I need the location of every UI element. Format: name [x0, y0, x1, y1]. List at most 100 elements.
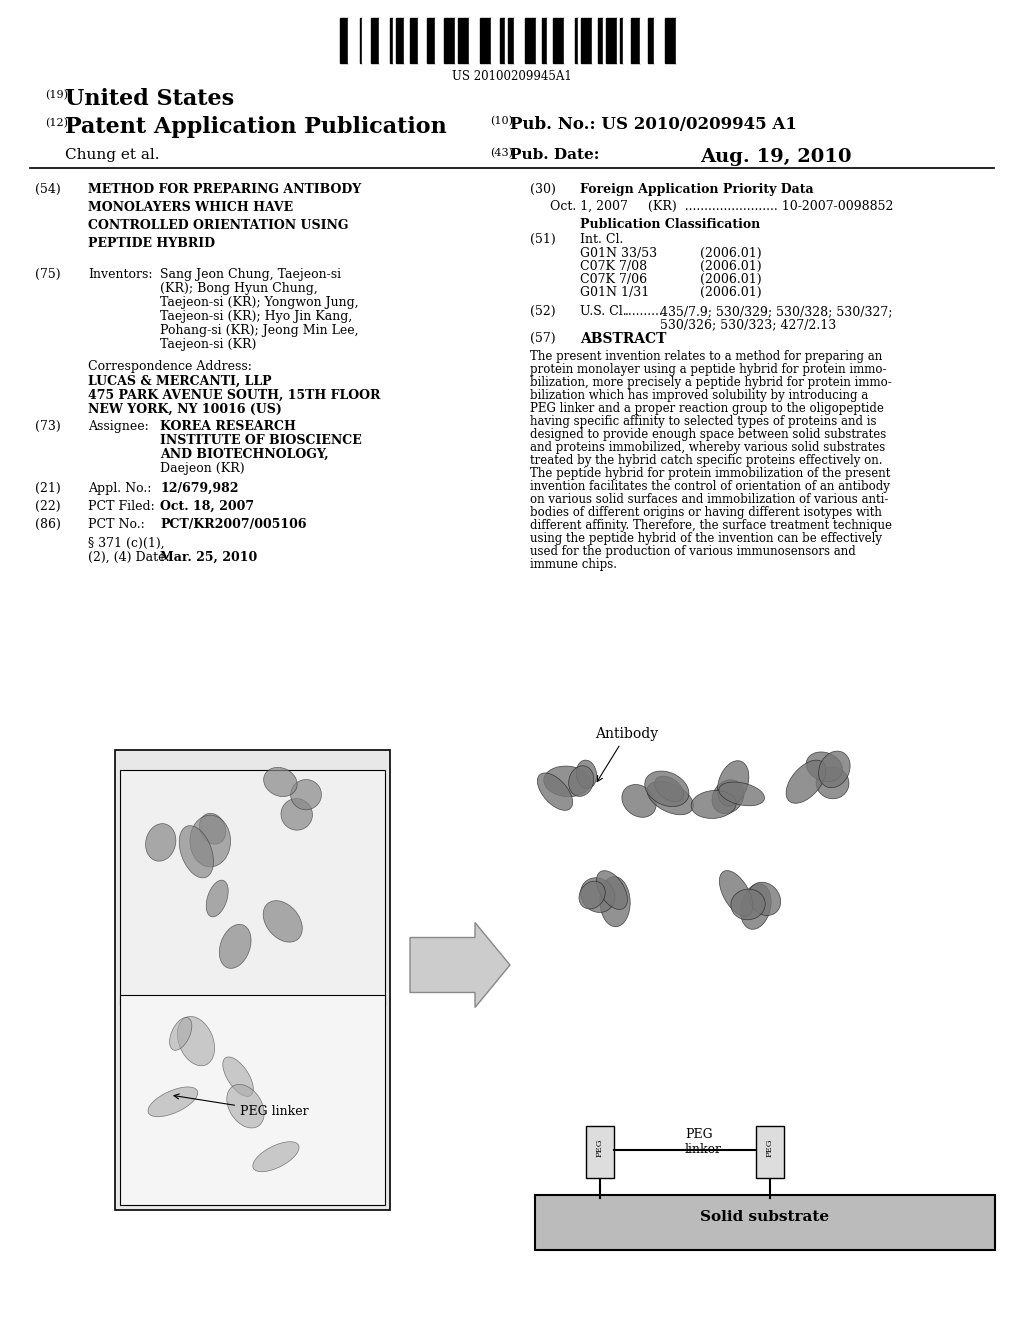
- FancyArrow shape: [410, 923, 510, 1007]
- Bar: [586, 1126, 614, 1177]
- Text: (12): (12): [45, 117, 68, 128]
- Text: treated by the hybrid catch specific proteins effectively on.: treated by the hybrid catch specific pro…: [530, 454, 883, 467]
- Bar: [508, 18, 514, 63]
- Text: (2), (4) Date:: (2), (4) Date:: [88, 550, 170, 564]
- Bar: [665, 18, 676, 63]
- Ellipse shape: [596, 871, 628, 909]
- Bar: [480, 18, 492, 63]
- Text: different affinity. Therefore, the surface treatment technique: different affinity. Therefore, the surfa…: [530, 519, 892, 532]
- Bar: [653, 18, 665, 63]
- Ellipse shape: [720, 871, 753, 916]
- Text: ABSTRACT: ABSTRACT: [580, 333, 667, 346]
- Text: INSTITUTE OF BIOSCIENCE: INSTITUTE OF BIOSCIENCE: [160, 434, 361, 447]
- Ellipse shape: [740, 883, 771, 929]
- Ellipse shape: [206, 880, 228, 917]
- Text: § 371 (c)(1),: § 371 (c)(1),: [88, 537, 165, 550]
- Bar: [404, 18, 410, 63]
- Text: The peptide hybrid for protein immobilization of the present: The peptide hybrid for protein immobiliz…: [530, 467, 891, 480]
- Bar: [553, 18, 564, 63]
- Ellipse shape: [816, 767, 849, 799]
- Ellipse shape: [600, 876, 630, 927]
- Bar: [606, 18, 617, 63]
- Bar: [115, 750, 390, 1210]
- Text: US 20100209945A1: US 20100209945A1: [453, 70, 571, 83]
- Text: Pohang-si (KR); Jeong Min Lee,: Pohang-si (KR); Jeong Min Lee,: [160, 323, 358, 337]
- Bar: [348, 18, 359, 63]
- Text: Aug. 19, 2010: Aug. 19, 2010: [700, 148, 852, 166]
- Bar: [756, 1126, 784, 1177]
- Ellipse shape: [223, 1057, 253, 1097]
- Bar: [469, 18, 480, 63]
- Bar: [492, 18, 500, 63]
- Bar: [505, 18, 508, 63]
- Text: bilization, more precisely a peptide hybrid for protein immo-: bilization, more precisely a peptide hyb…: [530, 376, 892, 389]
- Ellipse shape: [691, 791, 736, 818]
- Text: Sang Jeon Chung, Taejeon-si: Sang Jeon Chung, Taejeon-si: [160, 268, 341, 281]
- Ellipse shape: [538, 774, 572, 810]
- Text: Taejeon-si (KR); Hyo Jin Kang,: Taejeon-si (KR); Hyo Jin Kang,: [160, 310, 352, 323]
- Text: Oct. 1, 2007     (KR)  ........................ 10-2007-0098852: Oct. 1, 2007 (KR) ......................…: [550, 201, 893, 213]
- Ellipse shape: [147, 1086, 198, 1117]
- Bar: [623, 18, 631, 63]
- Text: United States: United States: [65, 88, 234, 110]
- Text: bilization which has improved solubility by introducing a: bilization which has improved solubility…: [530, 389, 868, 403]
- Ellipse shape: [818, 751, 850, 788]
- Text: (22): (22): [35, 500, 60, 513]
- Text: used for the production of various immunosensors and: used for the production of various immun…: [530, 545, 856, 558]
- Text: AND BIOTECHNOLOGY,: AND BIOTECHNOLOGY,: [160, 447, 329, 461]
- Text: PEG: PEG: [596, 1139, 604, 1158]
- Ellipse shape: [544, 766, 591, 797]
- Text: Taejeon-si (KR): Taejeon-si (KR): [160, 338, 256, 351]
- Text: ..........: ..........: [625, 305, 664, 318]
- Text: 435/7.9; 530/329; 530/328; 530/327;: 435/7.9; 530/329; 530/328; 530/327;: [660, 305, 893, 318]
- Text: having specific affinity to selected types of proteins and is: having specific affinity to selected typ…: [530, 414, 877, 428]
- Text: The present invention relates to a method for preparing an: The present invention relates to a metho…: [530, 350, 883, 363]
- Text: PEG
linker: PEG linker: [685, 1129, 722, 1156]
- Text: Oct. 18, 2007: Oct. 18, 2007: [160, 500, 254, 513]
- Ellipse shape: [712, 780, 744, 813]
- Text: Appl. No.:: Appl. No.:: [88, 482, 152, 495]
- Bar: [598, 18, 603, 63]
- Ellipse shape: [226, 1085, 264, 1129]
- Text: METHOD FOR PREPARING ANTIBODY
MONOLAYERS WHICH HAVE
CONTROLLED ORIENTATION USING: METHOD FOR PREPARING ANTIBODY MONOLAYERS…: [88, 183, 361, 249]
- Text: on various solid surfaces and immobilization of various anti-: on various solid surfaces and immobiliza…: [530, 492, 889, 506]
- Bar: [500, 18, 505, 63]
- Text: C07K 7/08: C07K 7/08: [580, 260, 647, 273]
- Ellipse shape: [786, 760, 826, 804]
- Text: (2006.01): (2006.01): [700, 260, 762, 273]
- Bar: [617, 18, 620, 63]
- Ellipse shape: [579, 882, 605, 909]
- Bar: [592, 18, 598, 63]
- Ellipse shape: [647, 781, 693, 814]
- Ellipse shape: [581, 878, 614, 912]
- Text: (57): (57): [530, 333, 556, 345]
- Text: (19): (19): [45, 90, 68, 100]
- Text: PEG: PEG: [766, 1139, 774, 1158]
- Ellipse shape: [718, 760, 749, 807]
- Bar: [396, 18, 404, 63]
- Ellipse shape: [806, 752, 843, 781]
- Text: Daejeon (KR): Daejeon (KR): [160, 462, 245, 475]
- Text: Int. Cl.: Int. Cl.: [580, 234, 624, 246]
- Bar: [458, 18, 469, 63]
- Text: designed to provide enough space between solid substrates: designed to provide enough space between…: [530, 428, 886, 441]
- Text: PCT/KR2007/005106: PCT/KR2007/005106: [160, 517, 306, 531]
- Text: Chung et al.: Chung et al.: [65, 148, 160, 162]
- Text: (2006.01): (2006.01): [700, 247, 762, 260]
- Text: and proteins immobilized, whereby various solid substrates: and proteins immobilized, whereby variou…: [530, 441, 886, 454]
- Ellipse shape: [568, 766, 594, 796]
- Text: 530/326; 530/323; 427/2.13: 530/326; 530/323; 427/2.13: [660, 318, 837, 331]
- Ellipse shape: [749, 882, 780, 916]
- Text: LUCAS & MERCANTI, LLP: LUCAS & MERCANTI, LLP: [88, 375, 271, 388]
- Bar: [514, 18, 524, 63]
- Bar: [581, 18, 592, 63]
- Text: (75): (75): [35, 268, 60, 281]
- Text: using the peptide hybrid of the invention can be effectively: using the peptide hybrid of the inventio…: [530, 532, 882, 545]
- Text: G01N 1/31: G01N 1/31: [580, 286, 649, 300]
- Bar: [542, 18, 547, 63]
- Bar: [371, 18, 379, 63]
- Text: Taejeon-si (KR); Yongwon Jung,: Taejeon-si (KR); Yongwon Jung,: [160, 296, 358, 309]
- Ellipse shape: [731, 890, 765, 920]
- Text: (52): (52): [530, 305, 556, 318]
- Text: Assignee:: Assignee:: [88, 420, 148, 433]
